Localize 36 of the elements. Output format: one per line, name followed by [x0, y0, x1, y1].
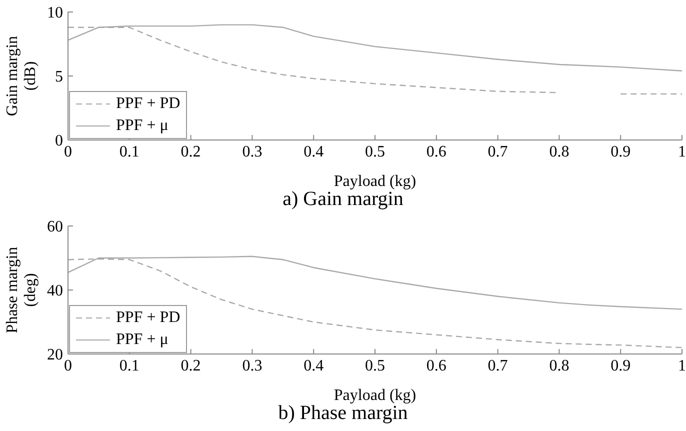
x-tick-label: 0.6	[426, 357, 446, 374]
x-axis-title: Payload (kg)	[334, 387, 416, 404]
y-tick-label: 5	[55, 68, 63, 86]
x-tick-label: 0.2	[180, 357, 201, 374]
line-series	[68, 258, 682, 348]
legend-label: PPF + μ	[116, 331, 168, 349]
x-tick-label: 0.4	[304, 143, 324, 160]
x-tick-label: 0.7	[488, 357, 508, 374]
x-tick-label: 0.4	[304, 357, 324, 374]
legend-label: PPF + μ	[116, 117, 168, 135]
x-tick-label: 0.6	[426, 143, 446, 160]
x-tick-label: 0.2	[180, 143, 201, 160]
x-tick-label: 0.5	[365, 143, 385, 160]
x-tick-label: 1	[678, 357, 686, 374]
x-tick-label: 0.9	[610, 143, 631, 160]
legend-label: PPF + PD	[116, 95, 180, 113]
x-tick-label: 0.1	[119, 357, 140, 374]
x-tick-label: 0.7	[488, 143, 508, 160]
x-axis-title: Payload (kg)	[334, 173, 416, 190]
y-tick-label: 10	[47, 4, 63, 22]
y-tick-label: 60	[47, 218, 63, 236]
text: a) Gain margin	[282, 188, 404, 211]
text: b) Phase margin	[277, 402, 408, 425]
x-tick-label: 0.8	[549, 357, 570, 374]
x-tick-label: 0.1	[119, 143, 140, 160]
x-tick-label: 0.8	[549, 143, 570, 160]
y-axis-title: Gain margin (dB)	[4, 34, 40, 118]
x-tick-label: 1	[678, 143, 686, 160]
x-tick-label: 0.9	[610, 357, 631, 374]
x-tick-label: 0.3	[242, 357, 262, 374]
y-tick-label: 20	[47, 346, 63, 364]
x-tick-label: 0.5	[365, 357, 385, 374]
y-tick-label: 40	[47, 282, 63, 300]
y-axis-title: Phase margin (deg)	[4, 246, 40, 336]
x-tick-label: 0.3	[242, 143, 262, 160]
legend-label: PPF + PD	[116, 309, 180, 327]
